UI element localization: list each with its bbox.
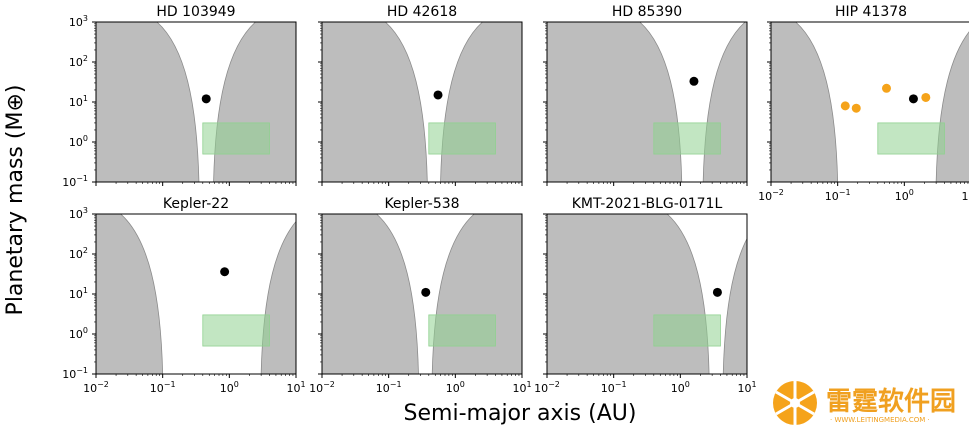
panel-hd-85390: HD 85390	[543, 4, 748, 186]
panel-hip-41378: HIP 41378 10−2 10−1 100 101	[758, 4, 969, 203]
habitable-zone-box	[202, 314, 270, 347]
habitable-zone-box	[428, 122, 496, 155]
x-tick-label: 10−1	[825, 188, 851, 203]
y-axis-label: Planetary mass (M⊕)	[3, 85, 28, 316]
excluded-region-outer	[722, 214, 747, 374]
excluded-region-inner	[96, 22, 200, 182]
y-tick-label: 101	[69, 286, 88, 301]
x-tick-label: 101	[286, 380, 305, 395]
excluded-region-inner	[322, 22, 428, 182]
planet-point	[433, 90, 443, 100]
other-planet-point	[921, 92, 931, 102]
habitable-zone-box	[877, 122, 945, 155]
planet-point	[220, 267, 230, 277]
x-tick-label: 100	[895, 188, 914, 203]
panel-title: HD 103949	[156, 4, 235, 20]
y-tick-label: 10−1	[62, 366, 88, 381]
excluded-region-outer	[440, 22, 522, 182]
excluded-region-outer	[213, 22, 296, 182]
watermark-text: 雷霆软件园	[826, 387, 956, 417]
other-planet-point	[840, 101, 850, 111]
other-planet-point	[851, 103, 861, 113]
excluded-region-inner	[547, 22, 683, 182]
excluded-region-inner	[322, 214, 419, 374]
excluded-region-outer	[702, 22, 747, 182]
habitable-zone-box	[202, 122, 270, 155]
panel-title: Kepler-538	[384, 196, 459, 212]
panel-hd-103949: HD 103949 10−1 100 101 102 103	[62, 4, 297, 189]
panel-title: HD 42618	[387, 4, 457, 20]
x-tick-label: 10−1	[150, 380, 176, 395]
x-tick-label: 10−2	[758, 188, 784, 203]
y-tick-label: 101	[69, 94, 88, 109]
watermark-subtext: · WWW.LEITINGMEDIA.COM ·	[830, 416, 930, 424]
excluded-region-inner	[547, 214, 710, 374]
habitable-zone-box	[653, 122, 721, 155]
watermark-logo: 雷霆软件园 · WWW.LEITINGMEDIA.COM ·	[773, 381, 956, 425]
excluded-region-outer	[431, 214, 522, 374]
x-tick-label: 101	[737, 380, 756, 395]
x-tick-label: 100	[671, 380, 690, 395]
y-tick-label: 100	[69, 326, 88, 341]
x-tick-label: 10−1	[376, 380, 402, 395]
y-tick-label: 102	[69, 54, 88, 69]
habitable-zone-box	[653, 314, 721, 347]
y-tick-label: 103	[69, 206, 88, 221]
planet-point	[908, 94, 918, 104]
panel-kepler-538: Kepler-538 10−2 10−1 100 101	[309, 196, 531, 395]
x-tick-label: 10−2	[534, 380, 560, 395]
y-tick-label: 103	[69, 14, 88, 29]
other-planet-point	[881, 83, 891, 93]
excluded-region-outer	[935, 31, 969, 182]
x-tick-label: 100	[446, 380, 465, 395]
excluded-region-inner	[771, 22, 839, 182]
x-tick-label: 10−2	[309, 380, 335, 395]
habitable-zone-box	[428, 314, 496, 347]
planet-point	[689, 76, 699, 86]
panel-title: HD 85390	[612, 4, 682, 20]
x-axis-label: Semi-major axis (AU)	[404, 401, 637, 426]
panel-title: KMT-2021-BLG-0171L	[572, 196, 723, 212]
y-tick-label: 10−1	[62, 174, 88, 189]
excluded-region-inner	[96, 214, 164, 374]
y-tick-label: 100	[69, 134, 88, 149]
planet-point	[421, 287, 431, 297]
x-tick-label: 10−2	[83, 380, 109, 395]
panel-kmt-2021-blg-0171l: KMT-2021-BLG-0171L 10−2 10−1 100 101	[534, 196, 756, 395]
excluded-region-outer	[260, 214, 296, 374]
x-tick-label: 100	[220, 380, 239, 395]
panel-title: Kepler-22	[163, 196, 229, 212]
x-tick-label: 101	[961, 188, 969, 203]
y-tick-label: 102	[69, 246, 88, 261]
x-tick-label: 10−1	[601, 380, 627, 395]
planet-point	[712, 287, 722, 297]
planet-point	[201, 94, 211, 104]
panel-hd-42618: HD 42618	[318, 4, 523, 186]
panel-title: HIP 41378	[835, 4, 907, 20]
x-tick-label: 101	[512, 380, 531, 395]
